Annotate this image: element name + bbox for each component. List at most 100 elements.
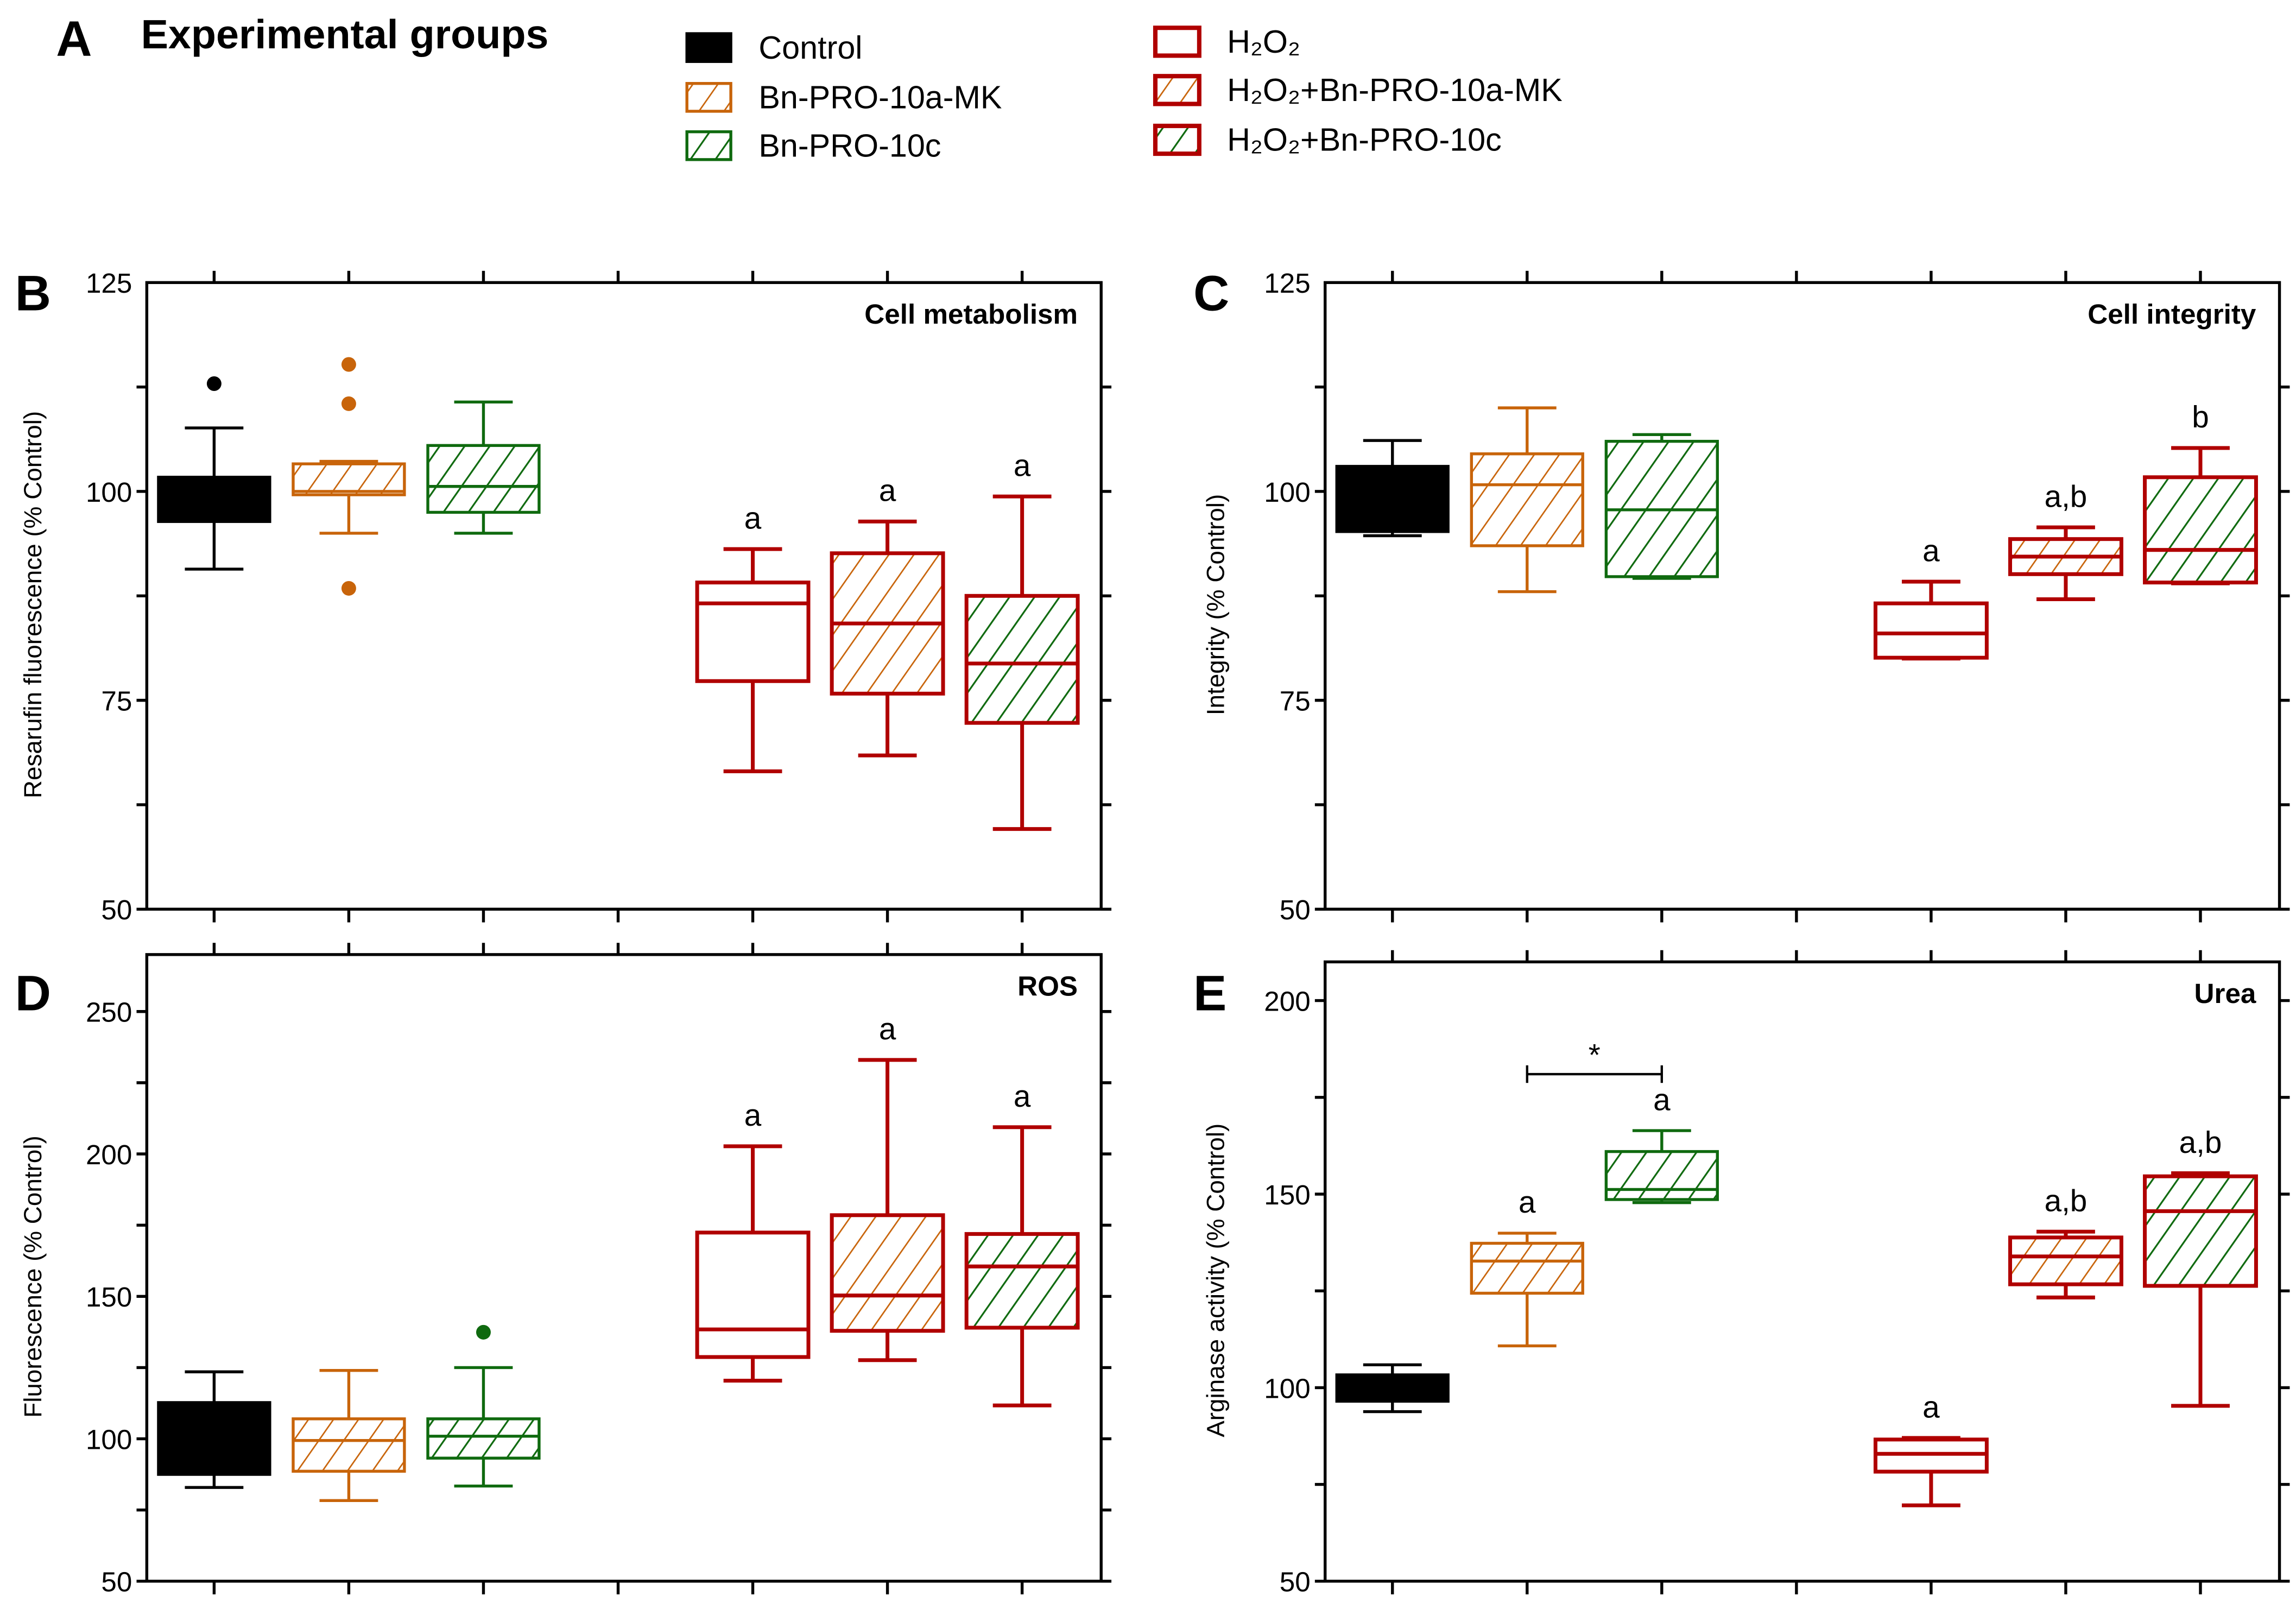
panel-title: Urea xyxy=(2194,978,2256,1009)
significance-star: * xyxy=(1589,1038,1601,1072)
box-3: a xyxy=(695,501,811,773)
box-4: a,b xyxy=(2008,479,2123,601)
box-iqr xyxy=(1470,1241,1584,1295)
plot-frame xyxy=(1324,281,2281,911)
box-5: a xyxy=(964,448,1080,831)
legend-item: H₂O₂+Bn-PRO-10c xyxy=(1153,122,1502,158)
significance-bracket: * xyxy=(1526,1038,1663,1083)
y-tick-label: 100 xyxy=(1264,477,1310,508)
panel-d: D ROS Fluorescence (% Control) 50 100 150 200 2… xyxy=(15,943,1112,1598)
y-tick-label: 100 xyxy=(86,1424,132,1455)
box-4: a xyxy=(830,474,945,758)
box-iqr xyxy=(2143,1174,2258,1288)
y-tick-label: 250 xyxy=(86,997,132,1028)
legend-swatch xyxy=(1153,26,1201,58)
significance-label: a xyxy=(744,501,762,535)
box-2 xyxy=(426,1324,541,1488)
y-tick-label: 200 xyxy=(1264,986,1310,1017)
box-0 xyxy=(1335,439,1450,538)
panel-letter: C xyxy=(1193,266,1229,321)
legend-item: Bn-PRO-10a-MK xyxy=(685,79,1002,116)
box-0 xyxy=(157,376,271,571)
box-5: b xyxy=(2143,400,2258,585)
significance-label: a xyxy=(1653,1082,1671,1116)
box-iqr xyxy=(2008,1235,2123,1286)
y-tick-label: 100 xyxy=(1264,1373,1310,1404)
box-1 xyxy=(292,357,406,596)
legend-label: Bn-PRO-10c xyxy=(758,127,941,163)
box-iqr xyxy=(1604,1150,1719,1201)
significance-label: a xyxy=(744,1098,762,1132)
outlier-point xyxy=(341,580,356,596)
panel-title: Cell metabolism xyxy=(864,299,1078,330)
y-tick-label: 100 xyxy=(86,477,132,508)
y-tick-label: 200 xyxy=(86,1139,132,1170)
y-axis-label: Fluorescence (% Control) xyxy=(19,1135,47,1418)
panel-c: C Cell integrity Integrity (% Control) 50 75… xyxy=(1193,266,2290,925)
outlier-point xyxy=(341,396,356,411)
significance-label: a xyxy=(1922,533,1940,567)
significance-label: a xyxy=(1922,1390,1940,1424)
box-2 xyxy=(1604,433,1719,580)
box-iqr xyxy=(292,1417,406,1473)
box-3: a xyxy=(1873,1390,1989,1507)
plot-frame xyxy=(1324,960,2281,1583)
panel-a-letter: A xyxy=(56,11,92,66)
significance-label: a,b xyxy=(2179,1125,2222,1159)
y-tick-label: 50 xyxy=(1280,894,1311,925)
box-4: a xyxy=(830,1012,945,1362)
y-tick-label: 150 xyxy=(86,1282,132,1313)
panel-letter: B xyxy=(15,266,51,321)
legend-swatch xyxy=(1153,74,1201,106)
legend-swatch xyxy=(685,81,732,113)
significance-label: a xyxy=(879,474,896,508)
legend-item: H₂O₂ xyxy=(1153,23,1300,60)
box-iqr xyxy=(426,444,541,514)
y-tick-label: 75 xyxy=(101,686,132,717)
panel-title: Cell integrity xyxy=(2088,299,2256,330)
significance-label: a xyxy=(1014,1079,1031,1113)
y-tick-label: 125 xyxy=(1264,268,1310,299)
box-0 xyxy=(1335,1363,1450,1414)
significance-label: a,b xyxy=(2045,479,2088,513)
legend-swatch xyxy=(1153,123,1201,156)
y-tick-label: 150 xyxy=(1264,1179,1310,1210)
panel-a-title: Experimental groups xyxy=(141,11,549,57)
box-iqr xyxy=(964,1232,1080,1330)
y-tick-label: 125 xyxy=(86,268,132,299)
outlier-point xyxy=(341,357,356,372)
plot-frame xyxy=(145,281,1103,911)
legend-label: Control xyxy=(758,29,862,66)
significance-label: a xyxy=(1014,448,1031,482)
y-tick-label: 50 xyxy=(1280,1567,1311,1598)
charts: B Cell metabolism Resarufin fluorescence (… xyxy=(15,266,2290,1598)
legend-label: Bn-PRO-10a-MK xyxy=(758,79,1002,116)
y-tick-label: 75 xyxy=(1280,686,1311,717)
box-2: a xyxy=(1604,1082,1719,1204)
significance-label: a xyxy=(1519,1185,1536,1219)
box-iqr xyxy=(292,462,406,496)
box-4: a,b xyxy=(2008,1183,2123,1299)
box-2 xyxy=(426,400,541,535)
legend-item: H₂O₂+Bn-PRO-10a-MK xyxy=(1153,72,1563,108)
box-5: a xyxy=(964,1079,1080,1408)
outlier-point xyxy=(206,376,222,391)
box-iqr xyxy=(830,1213,945,1333)
y-tick-label: 50 xyxy=(101,1567,132,1598)
y-tick-label: 50 xyxy=(101,894,132,925)
legend-label: H₂O₂+Bn-PRO-10a-MK xyxy=(1227,72,1563,108)
y-axis-label: Arginase activity (% Control) xyxy=(1202,1124,1230,1437)
box-iqr xyxy=(695,1231,811,1359)
significance-label: b xyxy=(2192,400,2209,434)
box-iqr xyxy=(2143,475,2258,585)
panel-letter: D xyxy=(15,966,51,1021)
box-iqr xyxy=(1470,452,1584,547)
box-iqr xyxy=(964,594,1080,725)
legend-item: Bn-PRO-10c xyxy=(685,127,941,163)
box-iqr xyxy=(426,1417,541,1460)
panel-e: E Urea Arginase activity (% Control) 50 100 1… xyxy=(1193,950,2290,1598)
legend-label: H₂O₂+Bn-PRO-10c xyxy=(1227,122,1502,158)
box-iqr xyxy=(695,580,811,683)
plot-frame xyxy=(145,953,1103,1583)
